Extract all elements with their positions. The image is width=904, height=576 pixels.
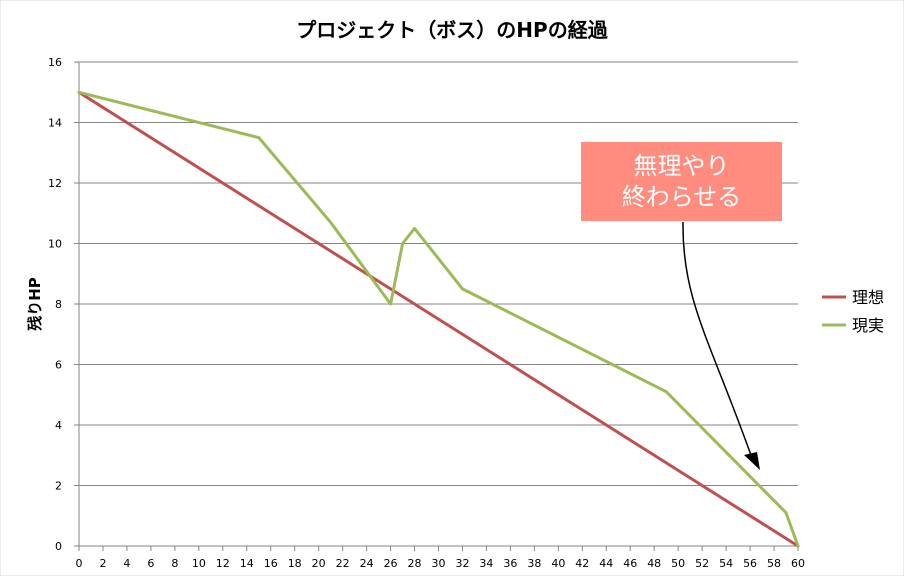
y-tick-label: 14 <box>48 117 62 130</box>
x-tick-label: 38 <box>527 557 541 570</box>
y-axis-label: 残りHP <box>26 277 44 331</box>
x-tick-label: 36 <box>503 557 517 570</box>
x-tick-label: 58 <box>767 557 781 570</box>
x-tick-label: 50 <box>671 557 685 570</box>
x-tick-label: 34 <box>479 557 493 570</box>
x-tick-label: 26 <box>384 557 398 570</box>
x-tick-label: 12 <box>216 557 230 570</box>
annotation-line-2: 終わらせる <box>581 182 782 213</box>
x-tick-label: 4 <box>123 557 130 570</box>
x-tick-label: 40 <box>551 557 565 570</box>
x-tick-label: 8 <box>171 557 178 570</box>
x-tick-label: 24 <box>360 557 374 570</box>
x-tick-label: 32 <box>455 557 469 570</box>
x-tick-label: 42 <box>575 557 589 570</box>
x-tick-label: 22 <box>336 557 350 570</box>
x-tick-label: 6 <box>147 557 154 570</box>
y-tick-label: 4 <box>55 419 62 432</box>
x-tick-label: 52 <box>695 557 709 570</box>
x-tick-label: 0 <box>76 557 83 570</box>
x-tick-label: 48 <box>647 557 661 570</box>
chart: プロジェクト（ボス）のHPの経過 残りHP 02468101214160 2 4 6 8… <box>0 0 904 576</box>
annotation-callout: 無理やり 終わらせる <box>581 142 782 221</box>
x-tick-label: 2 <box>99 557 106 570</box>
legend-label: 現実 <box>852 316 884 335</box>
x-tick-label: 10 <box>192 557 206 570</box>
annotation-line-1: 無理やり <box>581 151 782 182</box>
legend-label: 理想 <box>852 288 884 307</box>
x-tick-label: 14 <box>240 557 254 570</box>
x-tick-label: 30 <box>432 557 446 570</box>
x-tick-label: 44 <box>599 557 613 570</box>
y-tick-label: 16 <box>48 56 62 69</box>
chart-title: プロジェクト（ボス）のHPの経過 <box>296 18 608 42</box>
y-tick-label: 8 <box>55 298 62 311</box>
y-tick-label: 10 <box>48 238 62 251</box>
x-tick-label: 56 <box>743 557 757 570</box>
y-tick-label: 2 <box>55 480 62 493</box>
chart-area <box>0 0 904 576</box>
y-tick-label: 6 <box>55 359 62 372</box>
x-tick-label: 16 <box>264 557 278 570</box>
x-tick-label: 28 <box>408 557 422 570</box>
x-tick-label: 46 <box>623 557 637 570</box>
y-tick-label: 0 <box>55 540 62 553</box>
x-tick-label: 20 <box>312 557 326 570</box>
x-tick-label: 54 <box>719 557 733 570</box>
y-tick-label: 12 <box>48 177 62 190</box>
x-tick-label: 18 <box>288 557 302 570</box>
x-tick-label: 60 <box>791 557 805 570</box>
